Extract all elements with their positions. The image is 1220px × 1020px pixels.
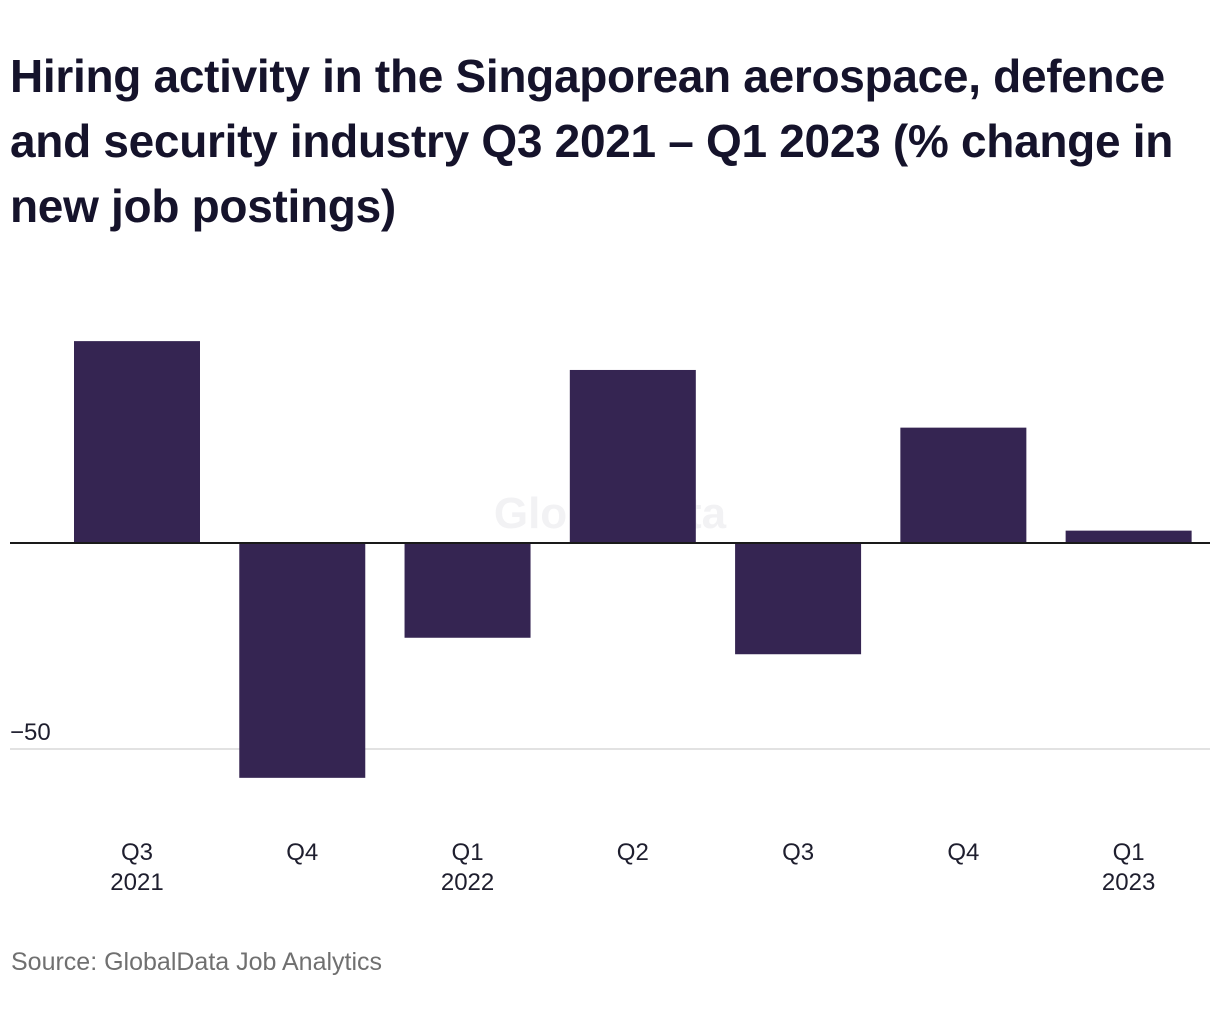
bar-5 (735, 543, 862, 655)
x-tick-year-label: 2021 (110, 869, 163, 896)
x-tick-label: Q2 (617, 839, 649, 866)
x-tick-year-label: 2022 (441, 869, 494, 896)
bar-7 (1065, 530, 1192, 543)
x-tick-label: Q3 (121, 839, 153, 866)
x-tick-year-label: 2023 (1102, 869, 1155, 896)
x-tick-label: Q4 (286, 839, 318, 866)
x-tick-label: Q3 (782, 839, 814, 866)
bar-6 (900, 427, 1027, 543)
gridlines: −50 (10, 719, 1210, 750)
bar-4 (569, 369, 696, 543)
bar-2 (239, 543, 366, 778)
x-tick-label: Q1 (1113, 839, 1145, 866)
x-tick-label: Q4 (947, 839, 979, 866)
source-note: Source: GlobalData Job Analytics (11, 948, 383, 976)
chart-title: Hiring activity in the Singaporean aeros… (10, 50, 1173, 232)
x-tick-label: Q1 (452, 839, 484, 866)
bar-1 (74, 341, 200, 543)
bar-3 (404, 543, 531, 638)
y-tick-label: −50 (10, 719, 51, 746)
category-labels: Q3 2021 Q4 Q1 2022 Q2 Q3 Q4 Q1 2023 (110, 839, 1155, 896)
bar-series (74, 341, 1192, 778)
